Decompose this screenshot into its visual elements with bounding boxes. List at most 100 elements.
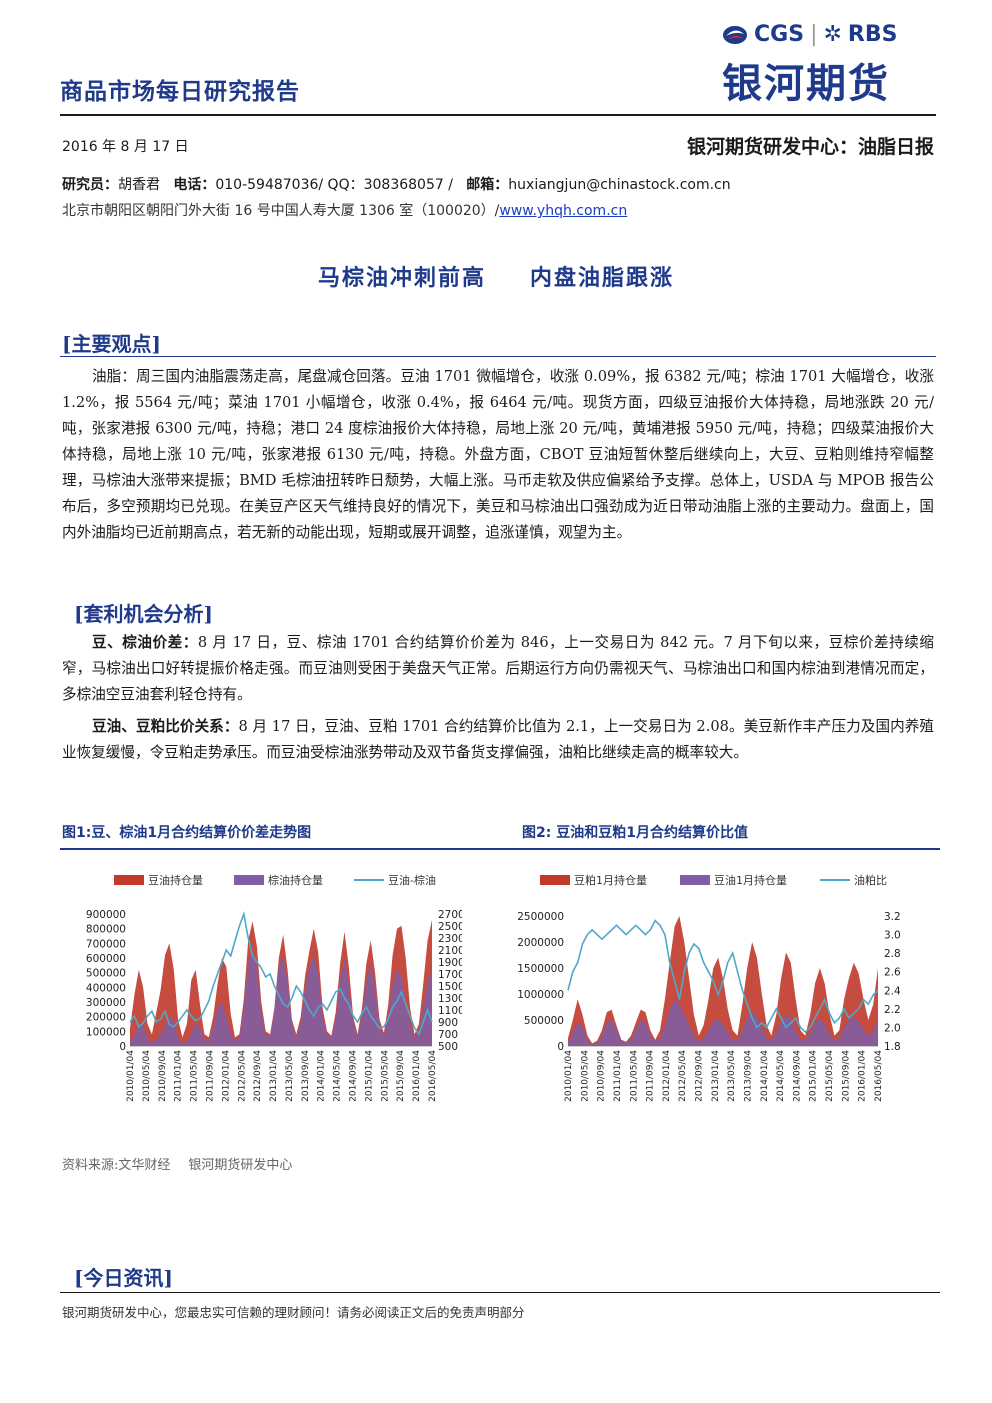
x-tick-1-7: 2012/05/04 [678,1050,688,1102]
company-logo: CGS | ✲ RBS 银河期货 [722,22,922,114]
right-tick-0-9: 2300 [438,933,462,945]
right-tick-0-6: 1700 [438,969,462,981]
right-tick-0-0: 500 [438,1041,458,1053]
x-tick-0-9: 2013/01/04 [269,1050,279,1102]
right-tick-0-5: 1500 [438,981,462,993]
series-line-0-2 [129,910,433,1036]
chart-spread: 豆油持仓量 棕油持仓量 豆油-棕油 0 100000 200000 300000 400000… [62,858,465,1132]
x-tick-0-15: 2015/01/04 [364,1050,374,1102]
left-tick-1-1: 500000 [524,1015,564,1027]
right-tick-1-3: 2.40 [884,985,900,997]
x-tick-1-12: 2014/01/04 [760,1050,770,1102]
chart-ratio-svg: 豆粕1月持仓量 豆油1月持仓量 油粕比 0 500000 1000000 1500000 20… [517,873,907,1102]
series-area-0-1 [130,949,432,1046]
right-tick-0-4: 1300 [438,993,462,1005]
report-date: 2016 年 8 月 17 日 [62,139,189,155]
right-tick-1-7: 3.20 [884,911,900,923]
right-tick-0-10: 2500 [438,921,462,933]
figure-2-title: 图2: 豆油和豆粕1月合约结算价比值 [522,825,748,841]
left-tick-0-6: 600000 [86,953,126,965]
x-tick-0-6: 2012/01/04 [221,1050,231,1102]
logo-chinese-name: 银河期货 [722,61,890,107]
researcher-info: 研究员：胡香君 电话：010-59487036/ QQ：308368057 / … [62,174,731,194]
researcher-label: 研究员： [62,177,118,193]
x-tick-1-14: 2014/09/04 [792,1050,802,1102]
ratio-text: 8 月 17 日，豆油、豆粕 1701 合约结算价比值为 2.1，上一交易日为 … [62,718,934,761]
x-tick-1-3: 2011/01/04 [613,1050,623,1102]
x-tick-0-0: 2010/01/04 [126,1050,136,1102]
series-line-1-2 [567,919,879,1034]
researcher-name: 胡香君 [118,177,160,193]
x-tick-0-2: 2010/09/04 [158,1050,168,1102]
email-label: 邮箱： [466,177,509,193]
chart-spread-svg: 豆油持仓量 棕油持仓量 豆油-棕油 0 100000 200000 300000 400000… [86,873,465,1102]
right-tick-1-5: 2.80 [884,948,900,960]
left-tick-1-3: 1500000 [517,963,564,975]
right-tick-1-0: 1.80 [884,1041,900,1053]
x-tick-1-6: 2012/01/04 [662,1050,672,1102]
source-org: 银河期货研发中心 [188,1158,293,1173]
legend-label-0-0: 豆油持仓量 [148,873,203,887]
legend-swatch-0-1 [234,875,264,885]
right-tick-1-2: 2.20 [884,1004,900,1016]
ratio-label: 豆油、豆粕比价关系： [92,718,239,735]
legend-swatch-1-0 [540,875,570,885]
x-tick-0-18: 2016/01/04 [412,1050,422,1102]
x-tick-1-16: 2015/05/04 [825,1050,835,1102]
left-tick-1-5: 2500000 [517,911,564,923]
report-series-title: 商品市场每日研究报告 [60,79,300,105]
x-tick-0-3: 2011/01/04 [174,1050,184,1102]
figure-divider [60,848,940,850]
right-tick-0-2: 900 [438,1017,458,1029]
phone-number: 010-59487036/ QQ：308368057 / [215,177,453,193]
x-tick-1-18: 2016/01/04 [858,1050,868,1102]
left-tick-0-1: 100000 [86,1026,126,1038]
right-tick-1-4: 2.60 [884,967,900,979]
section-arbitrage: [套利机会分析] [74,602,213,626]
x-tick-1-8: 2012/09/04 [695,1050,705,1102]
section-main-view: [主要观点] [62,332,161,356]
footer-divider [60,1292,940,1293]
spread-text: 8 月 17 日，豆、棕油 1701 合约结算价价差为 846，上一交易日为 8… [62,634,934,703]
source-label: 资料来源:文华财经 [62,1158,171,1173]
x-tick-0-7: 2012/05/04 [237,1050,247,1102]
report-headline: 马棕油冲刺前高 内盘油脂跟涨 [0,260,992,292]
address-line: 北京市朝阳区朝阳门外大街 16 号中国人寿大厦 1306 室（100020）/w… [62,200,627,220]
website-link[interactable]: www.yhqh.com.cn [499,203,628,219]
left-tick-0-9: 900000 [86,909,126,921]
x-tick-1-17: 2015/09/04 [841,1050,851,1102]
left-tick-1-0: 0 [557,1041,564,1053]
x-tick-1-13: 2014/05/04 [776,1050,786,1102]
x-tick-0-16: 2015/05/04 [380,1050,390,1102]
legend-swatch-1-1 [680,875,710,885]
x-tick-0-10: 2013/05/04 [285,1050,295,1102]
x-tick-0-14: 2014/09/04 [349,1050,359,1102]
series-area-1-1 [568,999,878,1046]
report-department: 银河期货研发中心：油脂日报 [686,136,934,158]
section-news: [今日资讯] [74,1266,173,1290]
headline-part-2: 内盘油脂跟涨 [530,265,675,291]
x-tick-1-11: 2013/09/04 [744,1050,754,1102]
chart-ratio: 豆粕1月持仓量 豆油1月持仓量 油粕比 0 500000 1000000 1500000 20… [500,858,907,1132]
right-tick-0-8: 2100 [438,945,462,957]
data-source: 资料来源:文华财经 银河期货研发中心 [62,1154,292,1173]
x-tick-1-15: 2015/01/04 [809,1050,819,1102]
ratio-paragraph: 豆油、豆粕比价关系：8 月 17 日，豆油、豆粕 1701 合约结算价比值为 2… [62,714,934,766]
footer-disclaimer: 银河期货研发中心，您最忠实可信赖的理财顾问！请务必阅读正文后的免责声明部分 [62,1305,525,1320]
x-tick-0-8: 2012/09/04 [253,1050,263,1102]
left-tick-0-2: 200000 [86,1012,126,1024]
cgs-swirl-icon [723,25,747,44]
header-divider [60,114,936,116]
x-tick-0-12: 2014/01/04 [317,1050,327,1102]
right-tick-0-1: 700 [438,1029,458,1041]
x-tick-1-19: 2016/05/04 [874,1050,884,1102]
right-tick-1-1: 2.00 [884,1022,900,1034]
left-tick-0-4: 400000 [86,982,126,994]
x-tick-0-19: 2016/05/04 [428,1050,438,1102]
left-tick-0-8: 800000 [86,924,126,936]
left-tick-1-4: 2000000 [517,937,564,949]
left-tick-0-5: 500000 [86,968,126,980]
legend-label-0-2: 豆油-棕油 [388,873,436,887]
rbs-icon: ✲ [823,22,842,47]
x-tick-0-11: 2013/09/04 [301,1050,311,1102]
